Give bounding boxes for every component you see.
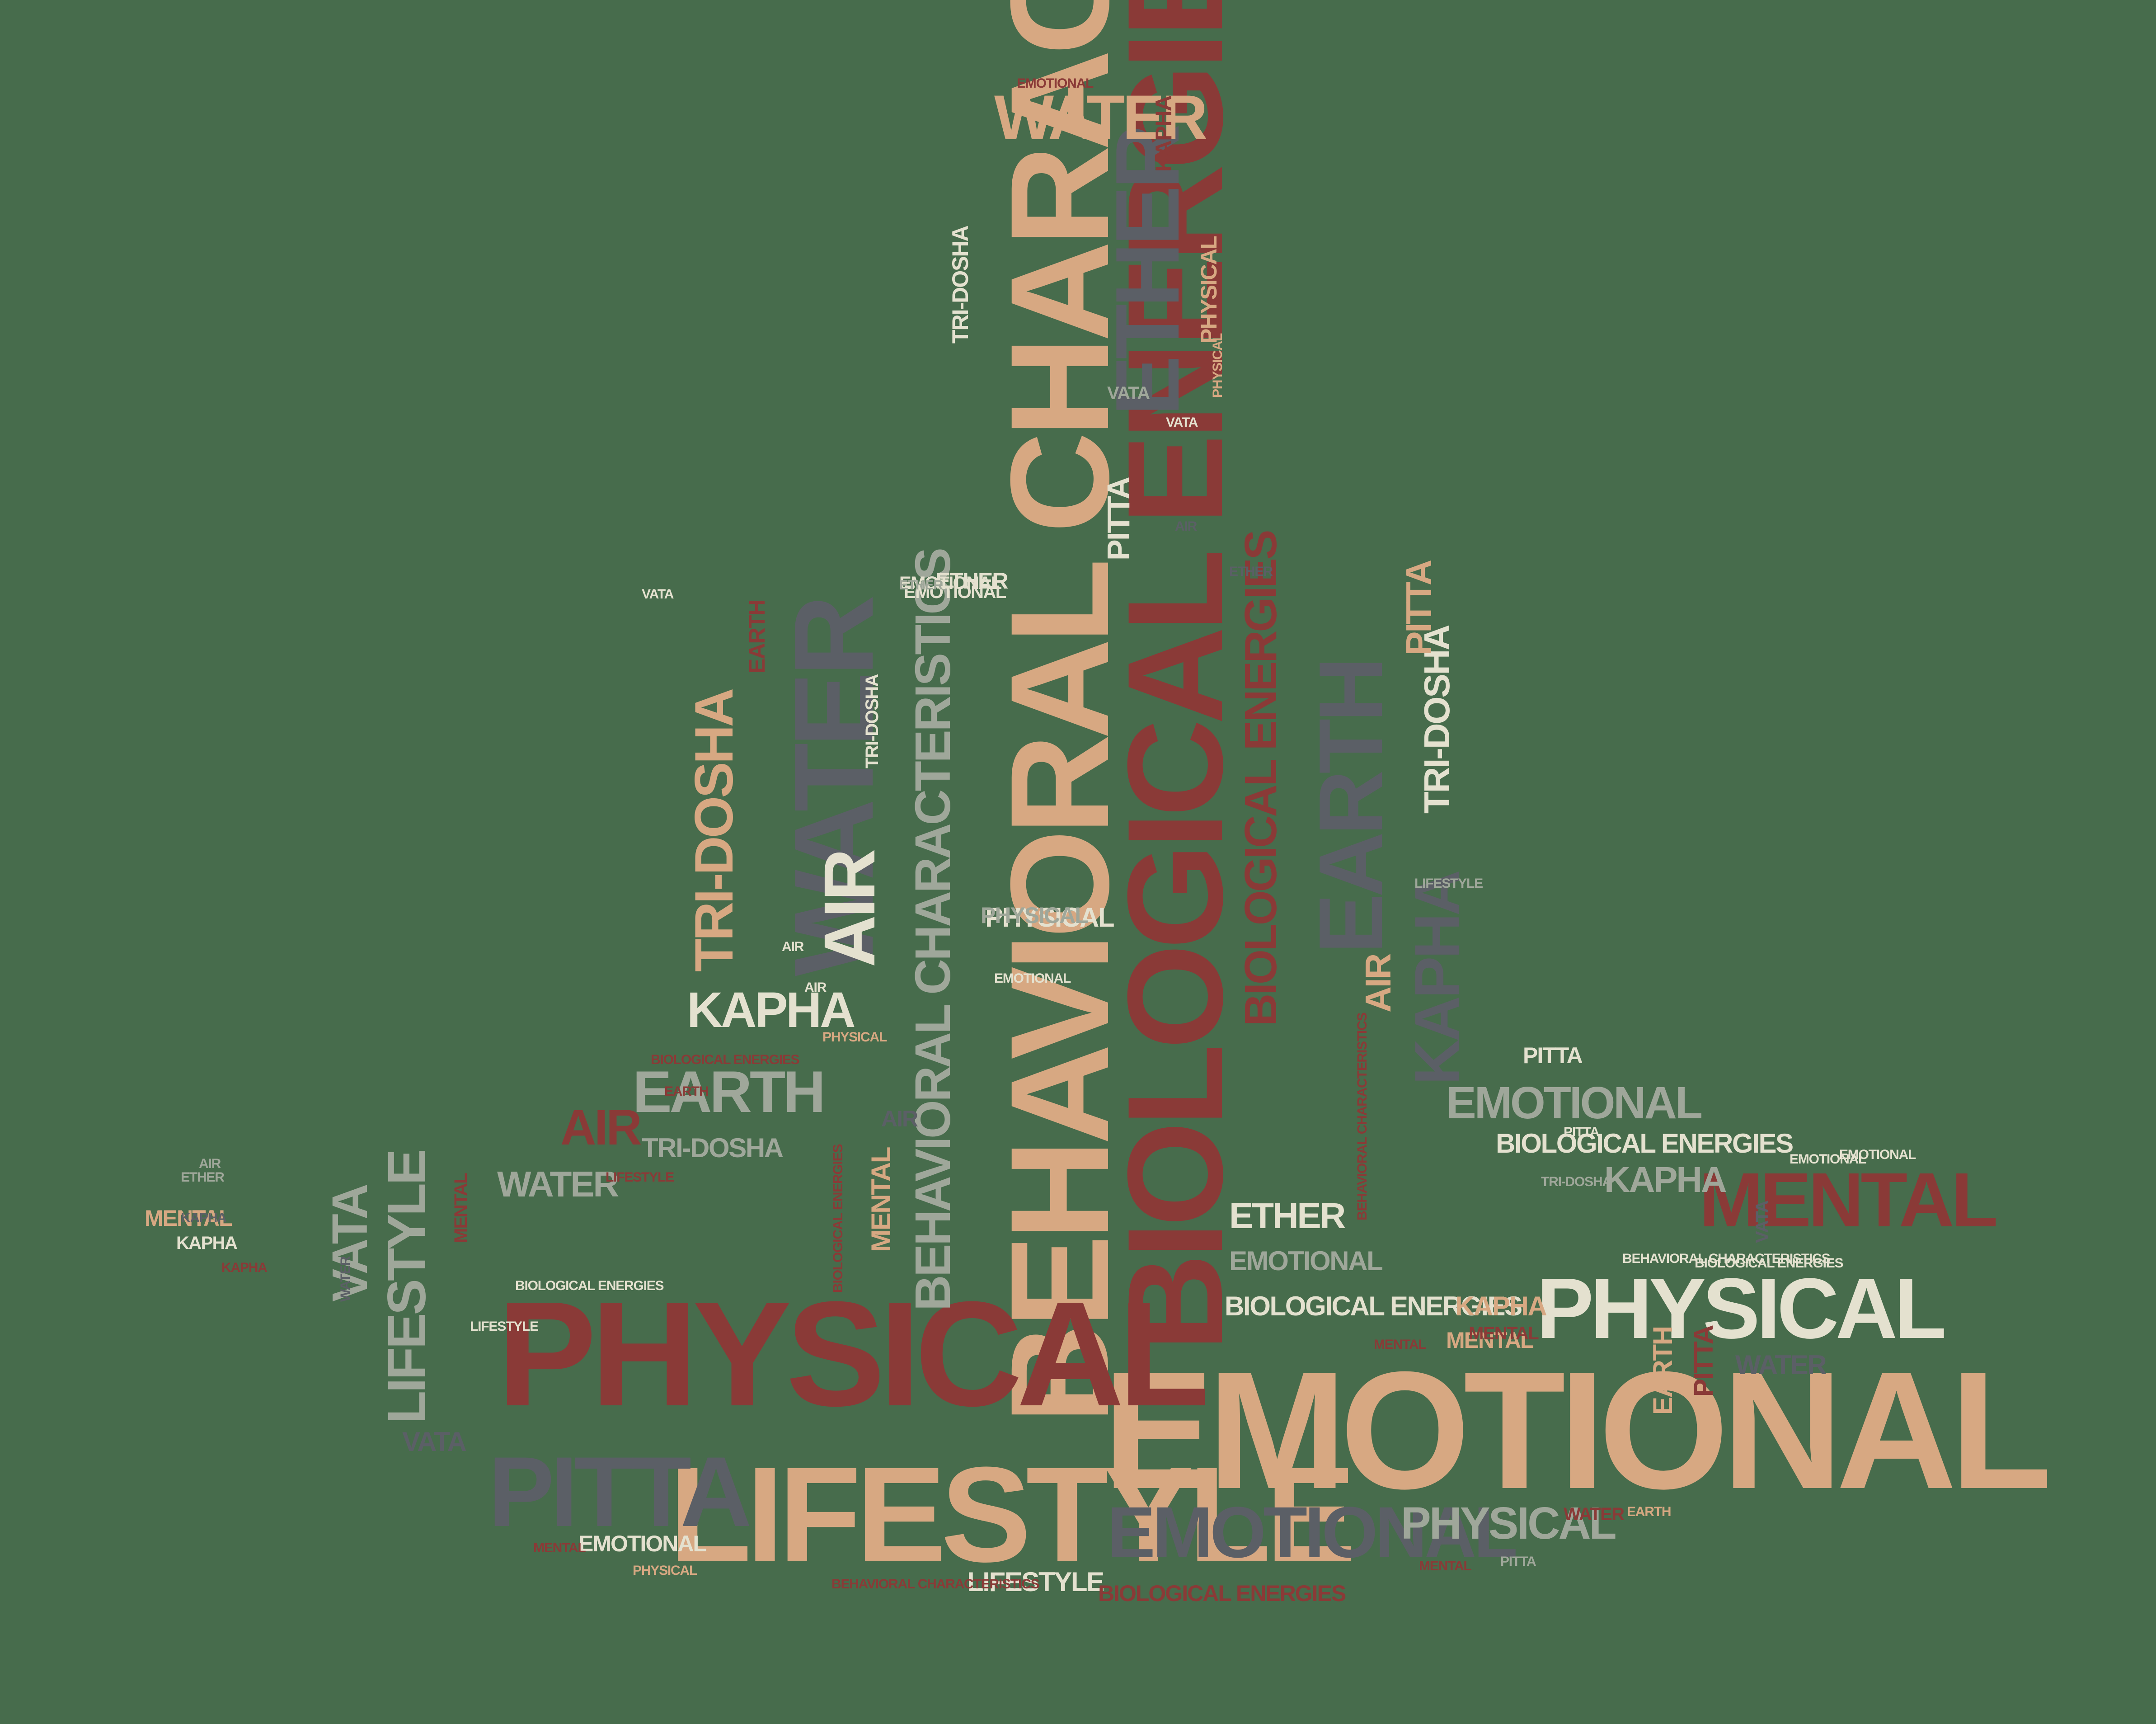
word: KAPHA bbox=[221, 1260, 268, 1275]
word: BEHAVIORAL CHARACTERISTICS bbox=[1622, 1251, 1831, 1266]
word: AIR bbox=[804, 980, 827, 995]
word: EMOTIONAL bbox=[1839, 1147, 1916, 1162]
word: KAPHA bbox=[1401, 872, 1472, 1085]
word: KAPHA bbox=[1604, 1159, 1727, 1200]
word: BIOLOGICAL ENERGIES bbox=[1235, 531, 1286, 1026]
word: WATER bbox=[1735, 1350, 1827, 1380]
word: BIOLOGICAL ENERGIES bbox=[651, 1052, 800, 1067]
word: BEHAVIORAL CHARACTERISTICS bbox=[1355, 1013, 1370, 1220]
word: LIFESTYLE bbox=[669, 1438, 1356, 1590]
word: MENTAL bbox=[533, 1540, 586, 1555]
word: PHYSICAL bbox=[497, 1270, 1209, 1437]
word: KAPHA bbox=[176, 1233, 238, 1253]
word: WATER bbox=[1564, 1504, 1625, 1524]
word: MENTAL bbox=[451, 1173, 471, 1243]
word: LIFESTYLE bbox=[967, 1567, 1104, 1597]
word: PHYSICAL bbox=[1210, 333, 1225, 398]
word: EMOTIONAL bbox=[578, 1531, 707, 1556]
word: AIR bbox=[1358, 954, 1398, 1013]
word: TRI-DOSHA bbox=[1541, 1174, 1612, 1189]
word: PITTA bbox=[1523, 1043, 1583, 1068]
word: EARTH bbox=[1627, 1504, 1672, 1519]
word: ETHER bbox=[935, 568, 1008, 594]
word: AIR bbox=[881, 1106, 918, 1131]
word: PHYSICAL bbox=[1536, 1261, 1946, 1357]
word: BIOLOGICAL ENERGIES bbox=[1098, 1581, 1346, 1606]
word: WATER bbox=[497, 1164, 619, 1204]
word: VATA bbox=[1752, 1201, 1772, 1243]
word: MENTAL bbox=[1446, 1328, 1534, 1353]
word: LIFESTYLE bbox=[1414, 876, 1483, 891]
word: EARTH bbox=[1648, 1327, 1678, 1415]
word: EMOTIONAL bbox=[899, 573, 1002, 593]
word: VATA bbox=[642, 587, 674, 602]
word: BIOLOGICAL ENERGIES bbox=[831, 1144, 845, 1293]
word: TRI-DOSHA bbox=[862, 674, 882, 768]
word: PITTA bbox=[1101, 477, 1136, 561]
word: MENTAL bbox=[145, 1206, 233, 1231]
word: PITTA bbox=[488, 1436, 752, 1547]
word: MENTAL bbox=[1374, 1337, 1427, 1352]
word: KAPHA bbox=[1151, 96, 1176, 172]
word: EMOTIONAL bbox=[1790, 1152, 1866, 1167]
word: VATA bbox=[402, 1427, 467, 1457]
word: EMOTIONAL bbox=[1017, 76, 1094, 91]
word: EARTH bbox=[664, 1084, 709, 1099]
word: EMOTIONAL bbox=[904, 582, 1006, 602]
word: AIR bbox=[199, 1156, 221, 1171]
word: BEHAVIORAL CHARACTERISTICS bbox=[905, 549, 961, 1311]
word: PHYSICAL bbox=[1401, 1498, 1617, 1549]
word: PHYSICAL bbox=[985, 902, 1115, 933]
word: ETHER bbox=[1229, 564, 1273, 579]
word: EARTH bbox=[633, 1059, 826, 1125]
word: EMOTIONAL bbox=[994, 971, 1071, 986]
word: EMOTIONAL bbox=[1229, 1246, 1383, 1276]
word: PHYSICAL bbox=[633, 1563, 697, 1578]
word: LIFESTYLE bbox=[376, 1151, 437, 1424]
word: AIR bbox=[560, 1100, 642, 1155]
word: MENTAL bbox=[1699, 1157, 1998, 1243]
word: ETHER bbox=[1229, 1196, 1346, 1236]
word: KAPHA bbox=[687, 982, 856, 1038]
word: PHYSICAL bbox=[981, 903, 1089, 928]
word: TRI-DOSHA bbox=[948, 226, 973, 344]
word: PITTA bbox=[1564, 1125, 1600, 1140]
word: ETHER bbox=[899, 578, 943, 593]
word: MENTAL bbox=[1419, 1559, 1472, 1573]
word: PITTA bbox=[1688, 1326, 1719, 1397]
word: BIOLOGICAL ENERGIES bbox=[515, 1278, 664, 1293]
word: AIR bbox=[1175, 519, 1197, 534]
word: AIR bbox=[809, 851, 890, 967]
word: MENTAL bbox=[866, 1147, 896, 1252]
word: AIR bbox=[782, 939, 804, 954]
word: TRI-DOSHA bbox=[684, 690, 744, 972]
word: MENTAL bbox=[1469, 1324, 1539, 1343]
word: EARTH bbox=[744, 600, 770, 674]
word: EARTH bbox=[1301, 660, 1401, 954]
word: TRI-DOSHA bbox=[642, 1133, 784, 1163]
word: ETHER bbox=[181, 1170, 225, 1185]
word: PITTA bbox=[1399, 561, 1439, 655]
word: LIFESTYLE bbox=[606, 1170, 674, 1185]
word: KAPHA bbox=[1455, 1291, 1547, 1321]
word: BIOLOGICAL ENERGIES bbox=[1496, 1128, 1794, 1159]
word: LIFESTYLE bbox=[470, 1319, 539, 1334]
word: WATER bbox=[338, 1256, 353, 1302]
word: PITTA bbox=[1500, 1554, 1536, 1569]
word: KAPHA bbox=[181, 1211, 227, 1225]
word: EMOTIONAL bbox=[1446, 1078, 1703, 1128]
word: EMOTIONAL bbox=[1103, 1337, 2052, 1524]
word: PHYSICAL bbox=[1196, 236, 1221, 344]
word: BIOLOGICAL ENERGIES bbox=[1695, 1256, 1844, 1271]
word: BIOLOGICAL ENERGIES bbox=[1225, 1291, 1522, 1321]
word: ETHER bbox=[1097, 127, 1198, 416]
word: VATA bbox=[1107, 383, 1150, 403]
word: PHYSICAL bbox=[822, 1030, 887, 1045]
word: BEHAVIORAL CHARACTERISTICS bbox=[831, 1577, 1040, 1592]
word: VATA bbox=[1166, 415, 1198, 430]
word: WATER bbox=[994, 82, 1208, 153]
word: EMOTIONAL bbox=[1107, 1492, 1518, 1573]
